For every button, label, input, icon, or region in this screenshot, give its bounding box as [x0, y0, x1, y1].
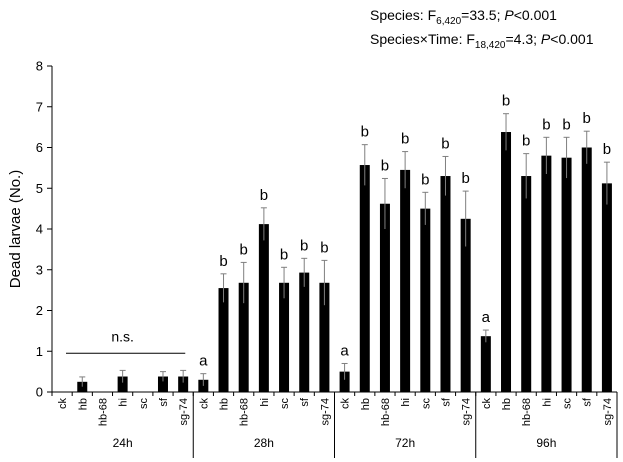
y-tick-label: 8 [36, 59, 43, 74]
bar [601, 183, 612, 392]
bar [339, 371, 350, 392]
category-label: hb-68 [97, 398, 109, 426]
category-label: sg-74 [461, 398, 473, 426]
stats-line-1: Species: F6,420=33.5; P<0.001 [370, 7, 557, 27]
axes: 0 1 2 3 4 5 6 7 8 [36, 59, 53, 400]
bar [258, 224, 269, 392]
significance-letter: b [300, 237, 308, 254]
category-label: hb-68 [239, 398, 251, 426]
y-tick-label: 2 [36, 303, 43, 318]
significance-letter: b [583, 110, 591, 127]
group-label: 24h [113, 436, 133, 450]
category-label: sc [279, 398, 291, 410]
significance-letter: a [482, 309, 491, 326]
significance-letter: b [502, 93, 510, 110]
significance-letter: b [240, 241, 248, 258]
category-label: ck [198, 398, 210, 410]
category-label: hi [541, 398, 553, 407]
bar [359, 165, 370, 392]
significance-letter: b [320, 239, 328, 256]
bar [420, 208, 431, 392]
category-label: hi [259, 398, 271, 407]
stats-annotation: Species: F6,420=33.5; P<0.001 Species×Ti… [370, 7, 594, 51]
category-label: sc [420, 398, 432, 410]
category-label: ck [481, 398, 493, 410]
y-axis-label: Dead larvae (No.) [7, 170, 24, 288]
bar [521, 176, 532, 392]
bar [319, 282, 330, 392]
bar [77, 381, 88, 392]
significance-letter: b [542, 116, 550, 133]
category-label: hb [77, 398, 89, 410]
category-label: hb [219, 398, 231, 410]
stats-line-2: Species×Time: F18,420=4.3; P<0.001 [370, 31, 594, 51]
significance-letter: b [461, 170, 469, 187]
ns-annotation: n.s. [66, 328, 186, 354]
category-label: ck [340, 398, 352, 410]
category-label: hb-68 [521, 398, 533, 426]
bar [379, 203, 390, 392]
significance-letter: b [280, 246, 288, 263]
bar [218, 288, 229, 392]
group-label: 96h [536, 436, 556, 450]
significance-letter: b [421, 171, 429, 188]
category-label: hb [501, 398, 513, 410]
category-label: sf [299, 397, 311, 407]
y-tick-label: 7 [36, 99, 43, 114]
y-tick-label: 4 [36, 222, 43, 237]
category-label: hb-68 [380, 398, 392, 426]
category-label: sg-74 [319, 398, 331, 426]
significance-letter: a [199, 353, 208, 370]
y-tick-label: 0 [36, 385, 43, 400]
significance-letter: b [562, 116, 570, 133]
y-tick-label: 3 [36, 262, 43, 277]
category-label: hi [118, 398, 130, 407]
ns-label: n.s. [111, 328, 134, 344]
group-label: 28h [254, 436, 274, 450]
bar [157, 376, 168, 392]
significance-letter: b [219, 253, 227, 270]
category-label: sf [158, 397, 170, 407]
bar [541, 155, 552, 392]
bar [400, 169, 411, 392]
category-label: hi [400, 398, 412, 407]
y-tick-label: 6 [36, 140, 43, 155]
category-label: sg-74 [602, 398, 614, 426]
bar [279, 282, 290, 392]
y-tick-label: 1 [36, 344, 43, 359]
bar [561, 157, 572, 392]
significance-letter: b [381, 157, 389, 174]
category-label: hb [360, 398, 372, 410]
bar [299, 272, 310, 392]
category-label: sf [440, 397, 452, 407]
bar [581, 147, 592, 392]
bar [238, 282, 249, 392]
significance-letter: b [522, 133, 530, 150]
category-label: sg-74 [178, 398, 190, 426]
group-label: 72h [395, 436, 415, 450]
significance-letter: b [260, 187, 268, 204]
bar [117, 376, 128, 392]
y-tick-label: 5 [36, 181, 43, 196]
bar [501, 132, 512, 392]
significance-letter: b [603, 141, 611, 158]
category-label: ck [57, 398, 69, 410]
significance-letter: b [441, 135, 449, 152]
significance-letter: b [401, 131, 409, 148]
category-label: sc [138, 398, 150, 410]
bar [178, 376, 189, 392]
category-label: sc [562, 398, 574, 410]
bar [460, 218, 471, 392]
bar [480, 336, 491, 392]
bar [440, 176, 451, 392]
significance-letter: b [361, 124, 369, 141]
category-label: sf [582, 397, 594, 407]
significance-letter: a [340, 342, 349, 359]
